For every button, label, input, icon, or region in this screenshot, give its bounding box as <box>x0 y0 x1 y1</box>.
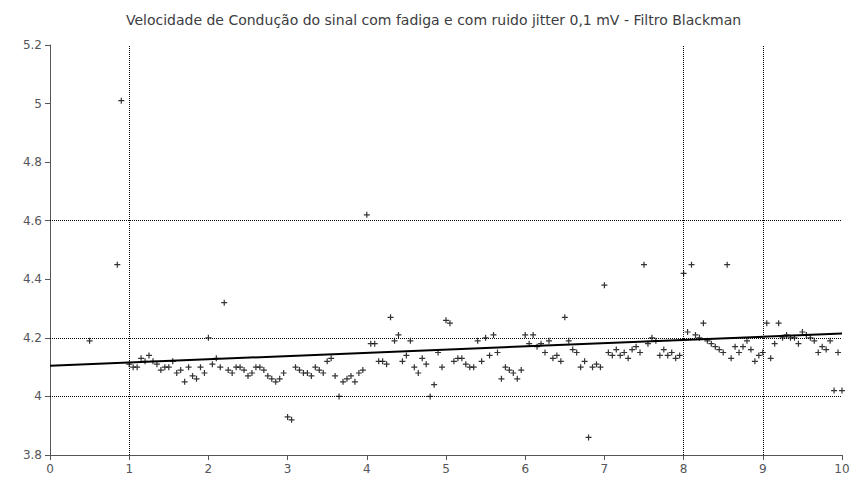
svg-text:0: 0 <box>46 462 54 476</box>
svg-text:7: 7 <box>601 462 609 476</box>
svg-text:3.8: 3.8 <box>23 448 42 462</box>
svg-text:Velocidade de Condução do sina: Velocidade de Condução do sinal com fadi… <box>126 12 741 28</box>
svg-text:4.2: 4.2 <box>23 331 42 345</box>
svg-text:4: 4 <box>34 389 42 403</box>
svg-text:9: 9 <box>759 462 767 476</box>
svg-text:4.8: 4.8 <box>23 155 42 169</box>
svg-text:4.6: 4.6 <box>23 214 42 228</box>
svg-text:10: 10 <box>834 462 849 476</box>
svg-text:5: 5 <box>34 97 42 111</box>
svg-text:5: 5 <box>442 462 450 476</box>
svg-text:6: 6 <box>521 462 529 476</box>
svg-text:8: 8 <box>680 462 688 476</box>
svg-text:2: 2 <box>205 462 213 476</box>
svg-text:4: 4 <box>363 462 371 476</box>
svg-text:3: 3 <box>284 462 292 476</box>
svg-text:1: 1 <box>125 462 133 476</box>
svg-text:4.4: 4.4 <box>23 272 42 286</box>
svg-text:5.2: 5.2 <box>23 38 42 52</box>
